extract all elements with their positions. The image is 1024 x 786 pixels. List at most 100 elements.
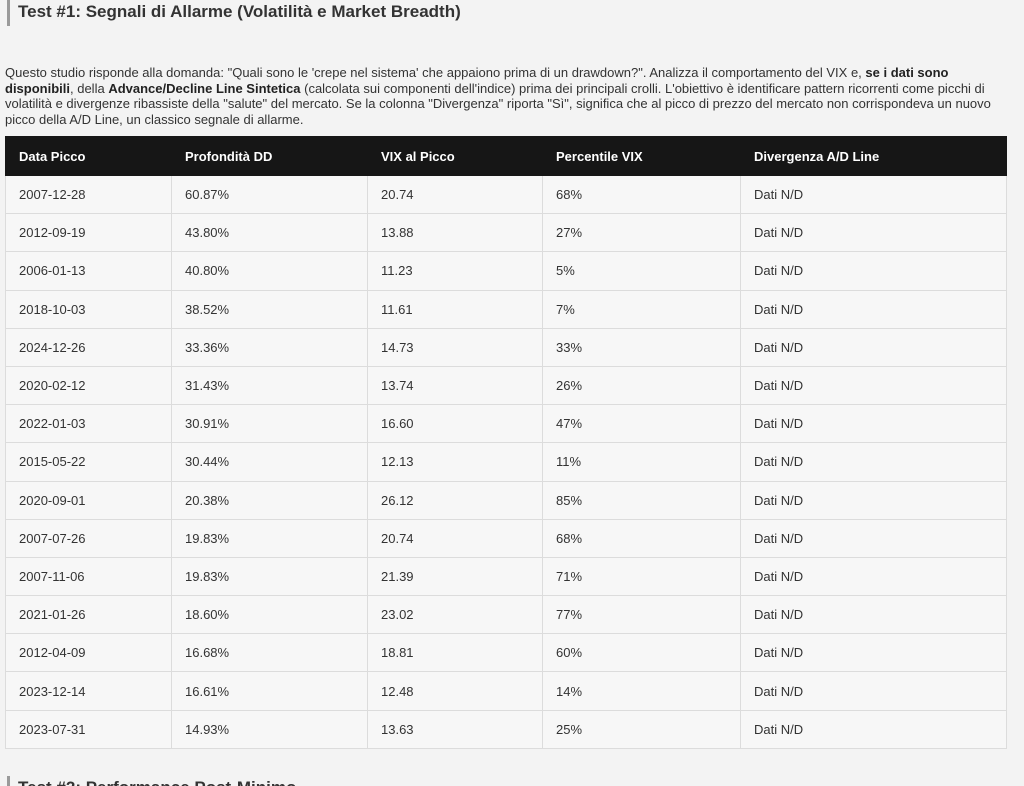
cell-percentile-vix: 85% — [542, 480, 741, 520]
cell-data-picco: 2023-12-14 — [5, 671, 172, 711]
cell-divergenza: Dati N/D — [740, 556, 1007, 597]
cell-vix-al-picco: 11.23 — [367, 251, 543, 291]
cell-vix-al-picco: 11.61 — [367, 289, 543, 329]
cell-vix-al-picco: 21.39 — [367, 556, 543, 597]
cell-vix-al-picco: 23.02 — [367, 595, 543, 635]
cell-divergenza: Dati N/D — [740, 595, 1007, 635]
table-row: 2012-09-19 43.80% 13.88 27% Dati N/D — [5, 213, 1007, 253]
cell-data-picco: 2015-05-22 — [5, 442, 172, 482]
cell-profondita-dd: 19.83% — [171, 556, 368, 597]
column-header-data-picco: Data Picco — [5, 136, 172, 176]
cell-percentile-vix: 47% — [542, 404, 741, 444]
table-row: 2023-12-14 16.61% 12.48 14% Dati N/D — [5, 671, 1007, 711]
cell-profondita-dd: 40.80% — [171, 251, 368, 291]
cell-divergenza: Dati N/D — [740, 251, 1007, 291]
table-row: 2022-01-03 30.91% 16.60 47% Dati N/D — [5, 404, 1007, 444]
intro-text-3: (calcolata sui componenti dell'indice) p… — [5, 80, 991, 127]
table-row: 2007-12-28 60.87% 20.74 68% Dati N/D — [5, 174, 1007, 215]
column-header-profondita-dd: Profondità DD — [171, 136, 368, 176]
table-row: 2007-07-26 19.83% 20.74 68% Dati N/D — [5, 518, 1007, 558]
intro-text-2: , della — [70, 80, 109, 96]
cell-divergenza: Dati N/D — [740, 671, 1007, 711]
cell-profondita-dd: 60.87% — [171, 174, 368, 215]
cell-vix-al-picco: 18.81 — [367, 633, 543, 673]
cell-divergenza: Dati N/D — [740, 327, 1007, 367]
cell-percentile-vix: 11% — [542, 442, 741, 482]
cell-profondita-dd: 16.61% — [171, 671, 368, 711]
cell-vix-al-picco: 20.74 — [367, 174, 543, 215]
table-row: 2021-01-26 18.60% 23.02 77% Dati N/D — [5, 595, 1007, 635]
cell-profondita-dd: 43.80% — [171, 213, 368, 253]
cell-profondita-dd: 33.36% — [171, 327, 368, 367]
cell-profondita-dd: 30.91% — [171, 404, 368, 444]
cell-data-picco: 2020-02-12 — [5, 365, 172, 406]
cell-percentile-vix: 25% — [542, 709, 741, 749]
cell-divergenza: Dati N/D — [740, 633, 1007, 673]
cell-profondita-dd: 38.52% — [171, 289, 368, 329]
table-row: 2020-02-12 31.43% 13.74 26% Dati N/D — [5, 365, 1007, 406]
table-row: 2018-10-03 38.52% 11.61 7% Dati N/D — [5, 289, 1007, 329]
cell-percentile-vix: 7% — [542, 289, 741, 329]
drawdown-table: Data Picco Profondità DD VIX al Picco Pe… — [5, 136, 1007, 749]
cell-divergenza: Dati N/D — [740, 174, 1007, 215]
table-row: 2023-07-31 14.93% 13.63 25% Dati N/D — [5, 709, 1007, 749]
intro-bold-1: se i dati sono disponibili — [5, 65, 949, 96]
next-section-title: Test #2: Performance Post-Minimo — [7, 776, 296, 786]
intro-text-1: Questo studio risponde alla domanda: "Qu… — [5, 65, 866, 80]
cell-percentile-vix: 5% — [542, 251, 741, 291]
intro-paragraph: Questo studio risponde alla domanda: "Qu… — [5, 65, 1015, 127]
cell-vix-al-picco: 13.88 — [367, 213, 543, 253]
cell-vix-al-picco: 26.12 — [367, 480, 543, 520]
cell-percentile-vix: 33% — [542, 327, 741, 367]
cell-percentile-vix: 60% — [542, 633, 741, 673]
intro-bold-2: Advance/Decline Line Sintetica — [108, 80, 301, 96]
cell-data-picco: 2007-12-28 — [5, 174, 172, 215]
cell-profondita-dd: 18.60% — [171, 595, 368, 635]
cell-divergenza: Dati N/D — [740, 709, 1007, 749]
cell-data-picco: 2021-01-26 — [5, 595, 172, 635]
cell-percentile-vix: 68% — [542, 174, 741, 215]
cell-data-picco: 2012-09-19 — [5, 213, 172, 253]
cell-vix-al-picco: 13.74 — [367, 365, 543, 406]
cell-vix-al-picco: 13.63 — [367, 709, 543, 749]
cell-data-picco: 2024-12-26 — [5, 327, 172, 367]
table-row: 2007-11-06 19.83% 21.39 71% Dati N/D — [5, 556, 1007, 597]
cell-divergenza: Dati N/D — [740, 480, 1007, 520]
cell-profondita-dd: 31.43% — [171, 365, 368, 406]
column-header-divergenza: Divergenza A/D Line — [740, 136, 1007, 176]
cell-vix-al-picco: 12.13 — [367, 442, 543, 482]
cell-percentile-vix: 14% — [542, 671, 741, 711]
cell-vix-al-picco: 16.60 — [367, 404, 543, 444]
cell-divergenza: Dati N/D — [740, 404, 1007, 444]
cell-divergenza: Dati N/D — [740, 518, 1007, 558]
table-row: 2020-09-01 20.38% 26.12 85% Dati N/D — [5, 480, 1007, 520]
column-header-percentile-vix: Percentile VIX — [542, 136, 741, 176]
cell-vix-al-picco: 14.73 — [367, 327, 543, 367]
table-header-row: Data Picco Profondità DD VIX al Picco Pe… — [5, 136, 1007, 176]
section-title: Test #1: Segnali di Allarme (Volatilità … — [7, 0, 461, 26]
cell-data-picco: 2007-11-06 — [5, 556, 172, 597]
cell-data-picco: 2020-09-01 — [5, 480, 172, 520]
table-row: 2015-05-22 30.44% 12.13 11% Dati N/D — [5, 442, 1007, 482]
cell-data-picco: 2007-07-26 — [5, 518, 172, 558]
cell-data-picco: 2006-01-13 — [5, 251, 172, 291]
cell-data-picco: 2018-10-03 — [5, 289, 172, 329]
cell-divergenza: Dati N/D — [740, 213, 1007, 253]
cell-profondita-dd: 14.93% — [171, 709, 368, 749]
cell-divergenza: Dati N/D — [740, 289, 1007, 329]
cell-profondita-dd: 19.83% — [171, 518, 368, 558]
cell-divergenza: Dati N/D — [740, 442, 1007, 482]
cell-vix-al-picco: 20.74 — [367, 518, 543, 558]
cell-data-picco: 2023-07-31 — [5, 709, 172, 749]
cell-percentile-vix: 77% — [542, 595, 741, 635]
table-row: 2006-01-13 40.80% 11.23 5% Dati N/D — [5, 251, 1007, 291]
cell-data-picco: 2022-01-03 — [5, 404, 172, 444]
cell-percentile-vix: 68% — [542, 518, 741, 558]
cell-profondita-dd: 20.38% — [171, 480, 368, 520]
cell-divergenza: Dati N/D — [740, 365, 1007, 406]
cell-data-picco: 2012-04-09 — [5, 633, 172, 673]
table-body: 2007-12-28 60.87% 20.74 68% Dati N/D 2012-09-… — [5, 174, 1007, 749]
column-header-vix-al-picco: VIX al Picco — [367, 136, 543, 176]
table-row: 2024-12-26 33.36% 14.73 33% Dati N/D — [5, 327, 1007, 367]
